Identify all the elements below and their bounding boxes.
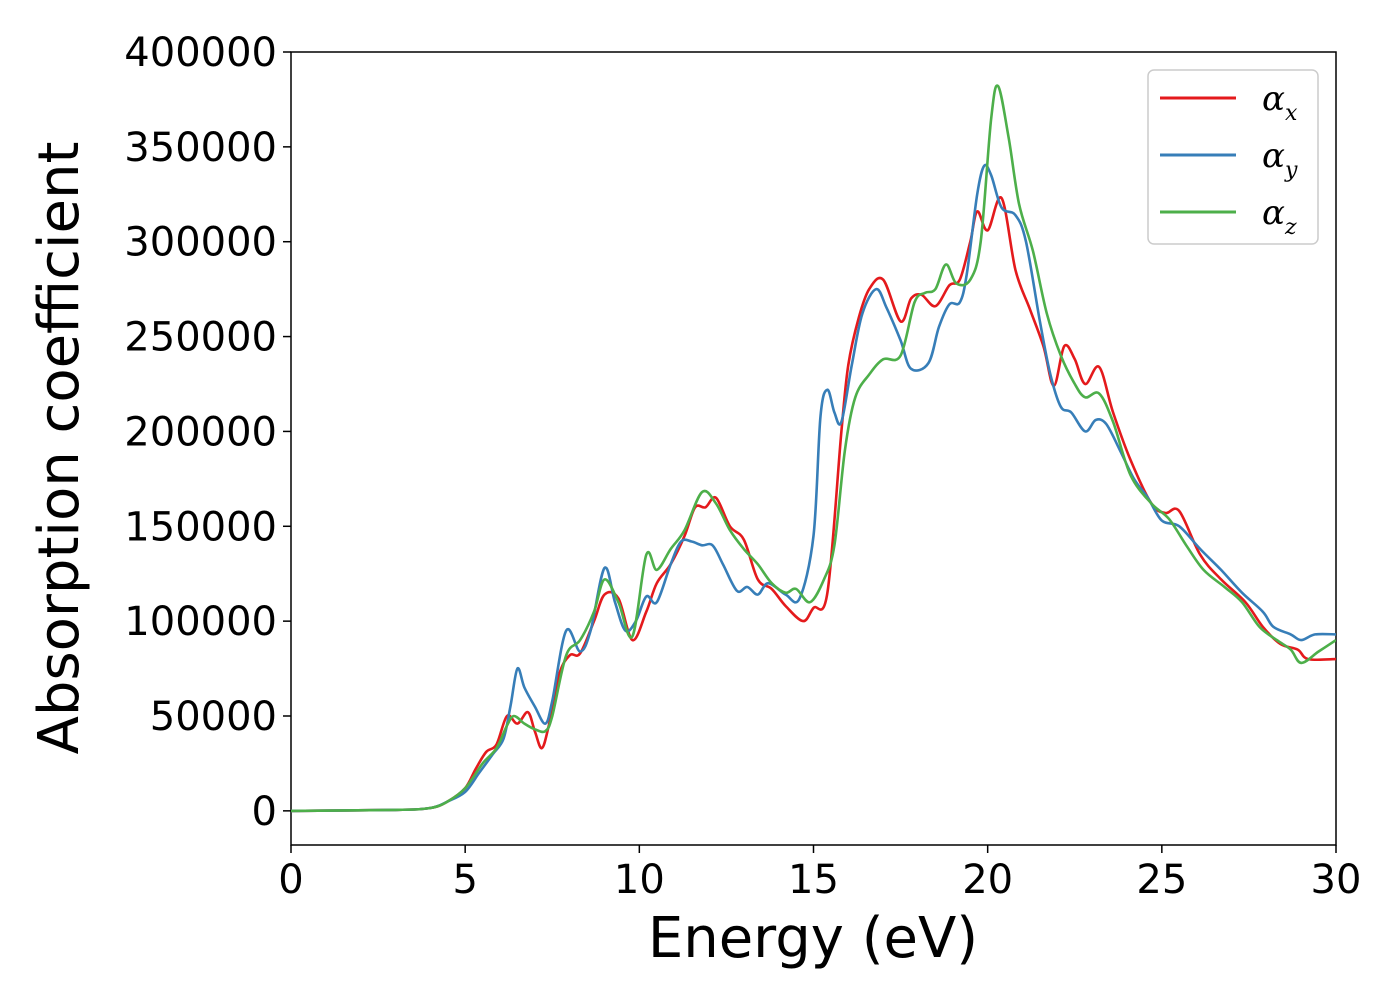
legend-label-z: αz [1262,193,1297,240]
x-axis-title: Energy (eV) [648,906,978,971]
legend-box [1147,69,1319,245]
x-tick-label-3: 15 [788,857,839,903]
y-tick-label-7: 350000 [124,125,277,171]
legend-label-subscript: z [1284,215,1297,240]
series-line-z [291,84,1336,813]
x-tick-label-6: 30 [1311,857,1362,903]
legend-label-x: αx [1262,79,1298,126]
series-line-y [291,163,1336,813]
y-tick-label-3: 150000 [124,504,277,550]
legend-label-base: α [1262,193,1285,233]
x-axis-ticks: 0 5 10 15 20 25 30 [278,845,1361,903]
x-tick-label-5: 25 [1136,857,1187,903]
y-axis-title: Absorption coefficient [27,142,92,755]
legend-label-base: α [1262,79,1285,119]
x-tick-label-1: 5 [452,857,477,903]
legend-label-subscript: y [1284,158,1298,183]
legend-label-y: αy [1262,136,1298,183]
legend-label-subscript: x [1285,101,1298,126]
x-tick-label-4: 20 [962,857,1013,903]
x-tick-label-2: 10 [614,857,665,903]
y-axis-ticks: 0 50000 100000 150000 200000 250000 300000 3500… [124,30,291,835]
y-tick-label-8: 400000 [124,30,277,76]
x-tick-label-0: 0 [278,857,303,903]
series-line-x [291,196,1336,813]
y-tick-label-0: 0 [252,789,277,835]
series-lines [291,84,1336,813]
y-tick-label-1: 50000 [150,694,277,740]
legend-label-base: α [1262,136,1285,176]
y-tick-label-6: 300000 [124,220,277,266]
y-tick-label-5: 250000 [124,315,277,361]
y-tick-label-2: 100000 [124,599,277,645]
y-tick-label-4: 200000 [124,409,277,455]
